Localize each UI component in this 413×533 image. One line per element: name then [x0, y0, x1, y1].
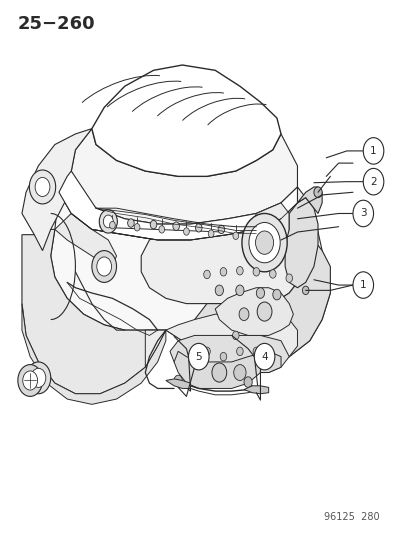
Polygon shape	[170, 335, 289, 373]
Polygon shape	[51, 192, 330, 373]
Polygon shape	[243, 386, 268, 394]
Text: 3: 3	[359, 208, 366, 219]
Polygon shape	[174, 351, 280, 389]
Circle shape	[362, 168, 383, 195]
Circle shape	[238, 308, 248, 320]
Polygon shape	[59, 171, 297, 240]
Circle shape	[29, 170, 55, 204]
Circle shape	[159, 225, 164, 233]
Circle shape	[256, 288, 264, 298]
Circle shape	[218, 225, 224, 233]
Polygon shape	[22, 229, 166, 394]
Circle shape	[23, 371, 38, 390]
Text: 2: 2	[369, 176, 376, 187]
Polygon shape	[145, 314, 297, 373]
Circle shape	[208, 230, 214, 237]
Circle shape	[301, 286, 308, 295]
Circle shape	[233, 365, 245, 381]
Circle shape	[99, 210, 117, 233]
Polygon shape	[92, 65, 280, 176]
Circle shape	[255, 231, 273, 254]
Circle shape	[150, 220, 157, 229]
Circle shape	[248, 222, 280, 263]
Circle shape	[285, 274, 292, 282]
Polygon shape	[285, 198, 317, 288]
Text: 96125  280: 96125 280	[323, 512, 379, 522]
Circle shape	[252, 347, 259, 356]
Text: 5: 5	[195, 352, 202, 361]
Circle shape	[362, 138, 383, 164]
Circle shape	[352, 200, 373, 227]
Circle shape	[215, 285, 223, 296]
Circle shape	[203, 347, 210, 356]
Circle shape	[127, 219, 134, 227]
Circle shape	[272, 289, 280, 300]
Circle shape	[35, 177, 50, 197]
Circle shape	[313, 187, 321, 198]
Circle shape	[174, 375, 182, 386]
Circle shape	[352, 272, 373, 298]
Circle shape	[103, 215, 113, 228]
Circle shape	[26, 362, 51, 394]
Polygon shape	[215, 288, 293, 335]
Polygon shape	[22, 304, 166, 405]
Circle shape	[134, 223, 140, 231]
Circle shape	[92, 251, 116, 282]
Circle shape	[236, 347, 242, 356]
Circle shape	[105, 217, 112, 225]
Polygon shape	[247, 203, 289, 251]
Text: 4: 4	[261, 352, 267, 361]
Circle shape	[220, 352, 226, 361]
Polygon shape	[141, 187, 313, 304]
Circle shape	[232, 331, 238, 340]
Polygon shape	[71, 128, 297, 224]
Text: 25−260: 25−260	[18, 14, 95, 33]
Circle shape	[97, 257, 112, 276]
Circle shape	[211, 363, 226, 382]
Text: 1: 1	[359, 280, 366, 290]
Circle shape	[188, 343, 209, 370]
Circle shape	[241, 214, 287, 272]
Polygon shape	[22, 128, 92, 251]
Circle shape	[254, 343, 274, 370]
Circle shape	[233, 232, 238, 239]
Circle shape	[220, 268, 226, 276]
Polygon shape	[297, 187, 321, 214]
Circle shape	[256, 302, 271, 321]
Circle shape	[235, 285, 243, 296]
Polygon shape	[166, 379, 190, 389]
Circle shape	[173, 222, 179, 230]
Text: 1: 1	[369, 146, 376, 156]
Circle shape	[18, 365, 43, 397]
Circle shape	[195, 223, 202, 232]
Circle shape	[109, 221, 115, 229]
Circle shape	[183, 228, 189, 235]
Circle shape	[31, 368, 46, 387]
Circle shape	[243, 377, 252, 387]
Circle shape	[236, 266, 242, 275]
Circle shape	[269, 270, 275, 278]
Polygon shape	[194, 240, 330, 373]
Circle shape	[203, 270, 210, 279]
Polygon shape	[55, 214, 116, 266]
Circle shape	[252, 268, 259, 276]
